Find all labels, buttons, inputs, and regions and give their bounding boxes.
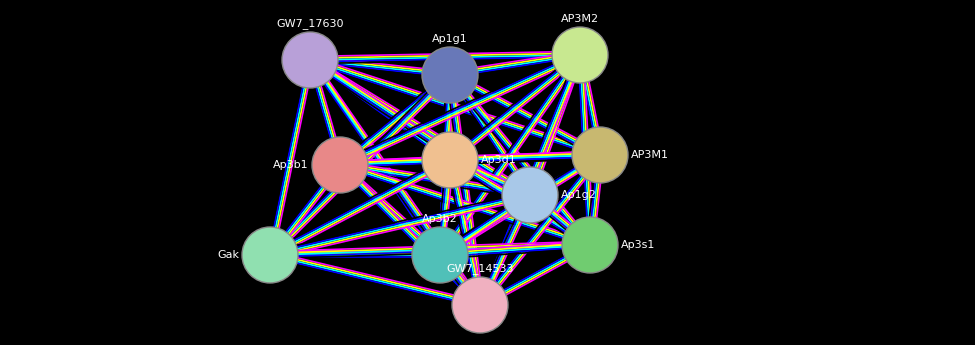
Text: Ap3s1: Ap3s1 — [621, 240, 655, 250]
Circle shape — [242, 227, 298, 283]
Text: Gak: Gak — [217, 250, 239, 260]
Circle shape — [422, 47, 478, 103]
Circle shape — [572, 127, 628, 183]
Text: AP3M2: AP3M2 — [561, 14, 599, 24]
Circle shape — [412, 227, 468, 283]
Circle shape — [282, 32, 338, 88]
Text: Ap3b1: Ap3b1 — [273, 160, 309, 170]
Text: GW7_14533: GW7_14533 — [447, 263, 514, 274]
Circle shape — [552, 27, 608, 83]
Text: Ap3b2: Ap3b2 — [422, 214, 458, 224]
Text: Ap3d1: Ap3d1 — [481, 155, 517, 165]
Circle shape — [502, 167, 558, 223]
Circle shape — [562, 217, 618, 273]
Text: GW7_17630: GW7_17630 — [276, 18, 344, 29]
Circle shape — [452, 277, 508, 333]
Text: AP3M1: AP3M1 — [631, 150, 669, 160]
Circle shape — [312, 137, 368, 193]
Text: Ap1g1: Ap1g1 — [432, 34, 468, 44]
Circle shape — [422, 132, 478, 188]
Text: Ap1g2: Ap1g2 — [561, 190, 597, 200]
